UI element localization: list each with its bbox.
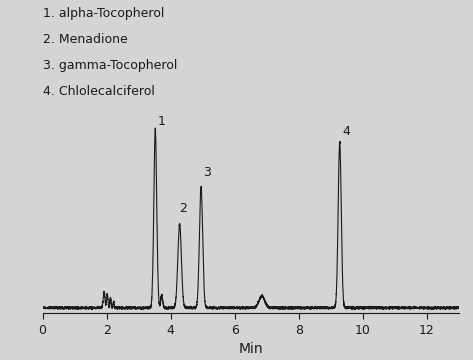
Text: 1. alpha-Tocopherol: 1. alpha-Tocopherol [43,7,164,20]
Text: 3. gamma-Tocopherol: 3. gamma-Tocopherol [43,59,177,72]
Text: 2. Menadione: 2. Menadione [43,33,127,46]
Text: 4. Chlolecalciferol: 4. Chlolecalciferol [43,85,155,98]
Text: 3: 3 [203,166,211,179]
Text: 1: 1 [157,115,165,128]
Text: 4: 4 [342,125,350,138]
X-axis label: Min: Min [238,342,263,356]
Text: 2: 2 [180,202,187,215]
